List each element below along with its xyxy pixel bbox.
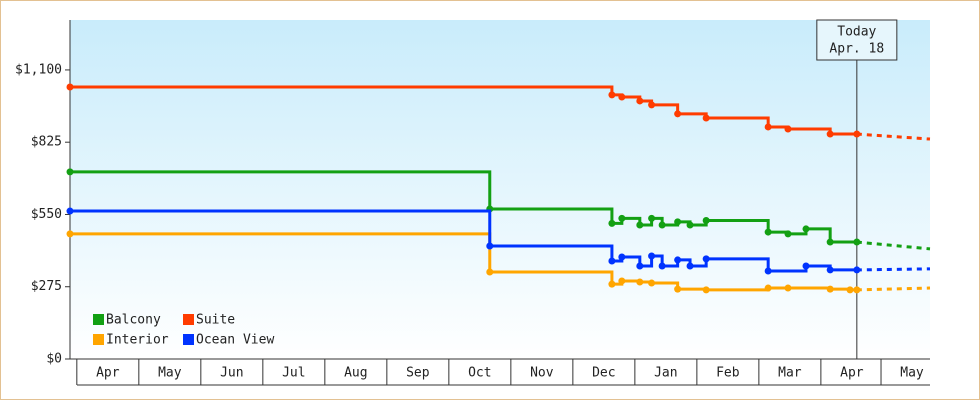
point — [648, 214, 656, 222]
point — [764, 267, 772, 275]
y-tick-label: $825 — [31, 135, 62, 150]
forecast-line — [856, 286, 931, 292]
point — [648, 252, 656, 260]
point — [826, 130, 834, 138]
point — [674, 256, 682, 264]
legend-swatch — [93, 314, 104, 325]
legend-label: Interior — [106, 333, 169, 348]
point — [648, 279, 656, 287]
x-tick-label: Apr — [840, 366, 864, 381]
y-tick-label: $550 — [31, 207, 62, 222]
point — [636, 97, 644, 105]
point — [636, 262, 644, 270]
point — [702, 255, 710, 263]
point — [66, 168, 74, 176]
x-tick-label: May — [900, 366, 924, 381]
point — [618, 253, 626, 261]
point — [702, 114, 710, 122]
forecast-line — [856, 132, 931, 141]
point — [618, 214, 626, 222]
point — [784, 284, 792, 292]
y-tick-label: $0 — [46, 352, 62, 367]
x-tick-label: Apr — [96, 366, 120, 381]
point — [674, 218, 682, 226]
point — [674, 285, 682, 293]
y-tick-label: $275 — [31, 279, 62, 294]
point — [826, 266, 834, 274]
point — [648, 101, 656, 109]
x-tick-label: Mar — [778, 366, 802, 381]
point — [853, 238, 861, 246]
today-label: Apr. 18 — [829, 42, 884, 57]
point — [66, 83, 74, 91]
legend-swatch — [93, 334, 104, 345]
point — [608, 91, 616, 99]
point — [618, 93, 626, 101]
forecast-line — [856, 240, 931, 251]
point — [784, 125, 792, 133]
point — [636, 221, 644, 229]
legend-swatch — [183, 314, 194, 325]
x-tick-label: May — [158, 366, 182, 381]
point — [802, 262, 810, 270]
point — [764, 228, 772, 236]
y-tick-label: $1,100 — [15, 62, 62, 77]
legend-label: Suite — [196, 313, 235, 328]
point — [636, 278, 644, 286]
point — [853, 286, 861, 294]
point — [608, 280, 616, 288]
point — [702, 286, 710, 294]
legend-label: Balcony — [106, 313, 161, 328]
legend-swatch — [183, 334, 194, 345]
forecast-line — [856, 267, 931, 272]
point — [853, 130, 861, 138]
point — [608, 219, 616, 227]
today-label: Today — [837, 25, 876, 40]
x-tick-label: Aug — [344, 366, 367, 381]
x-tick-label: Feb — [716, 366, 740, 381]
point — [608, 257, 616, 265]
point — [853, 266, 861, 274]
point — [486, 242, 494, 250]
point — [702, 217, 710, 225]
point — [686, 262, 694, 270]
point — [618, 277, 626, 285]
point — [784, 230, 792, 238]
point — [486, 268, 494, 276]
x-tick-label: Jun — [220, 366, 243, 381]
x-tick-label: Oct — [468, 366, 491, 381]
x-tick-label: Sep — [406, 366, 430, 381]
point — [658, 262, 666, 270]
point — [686, 221, 694, 229]
x-tick-label: Nov — [530, 366, 554, 381]
point — [764, 123, 772, 131]
point — [802, 225, 810, 233]
x-tick-label: Jan — [654, 366, 677, 381]
plot-area — [70, 20, 930, 359]
today-box — [816, 19, 898, 61]
legend-label: Ocean View — [196, 333, 274, 348]
point — [66, 230, 74, 238]
point — [826, 238, 834, 246]
x-tick-label: Jul — [282, 366, 305, 381]
point — [66, 207, 74, 215]
point — [764, 284, 772, 292]
point — [826, 285, 834, 293]
point — [846, 286, 854, 294]
point — [658, 221, 666, 229]
x-tick-label: Dec — [592, 366, 615, 381]
point — [674, 110, 682, 118]
